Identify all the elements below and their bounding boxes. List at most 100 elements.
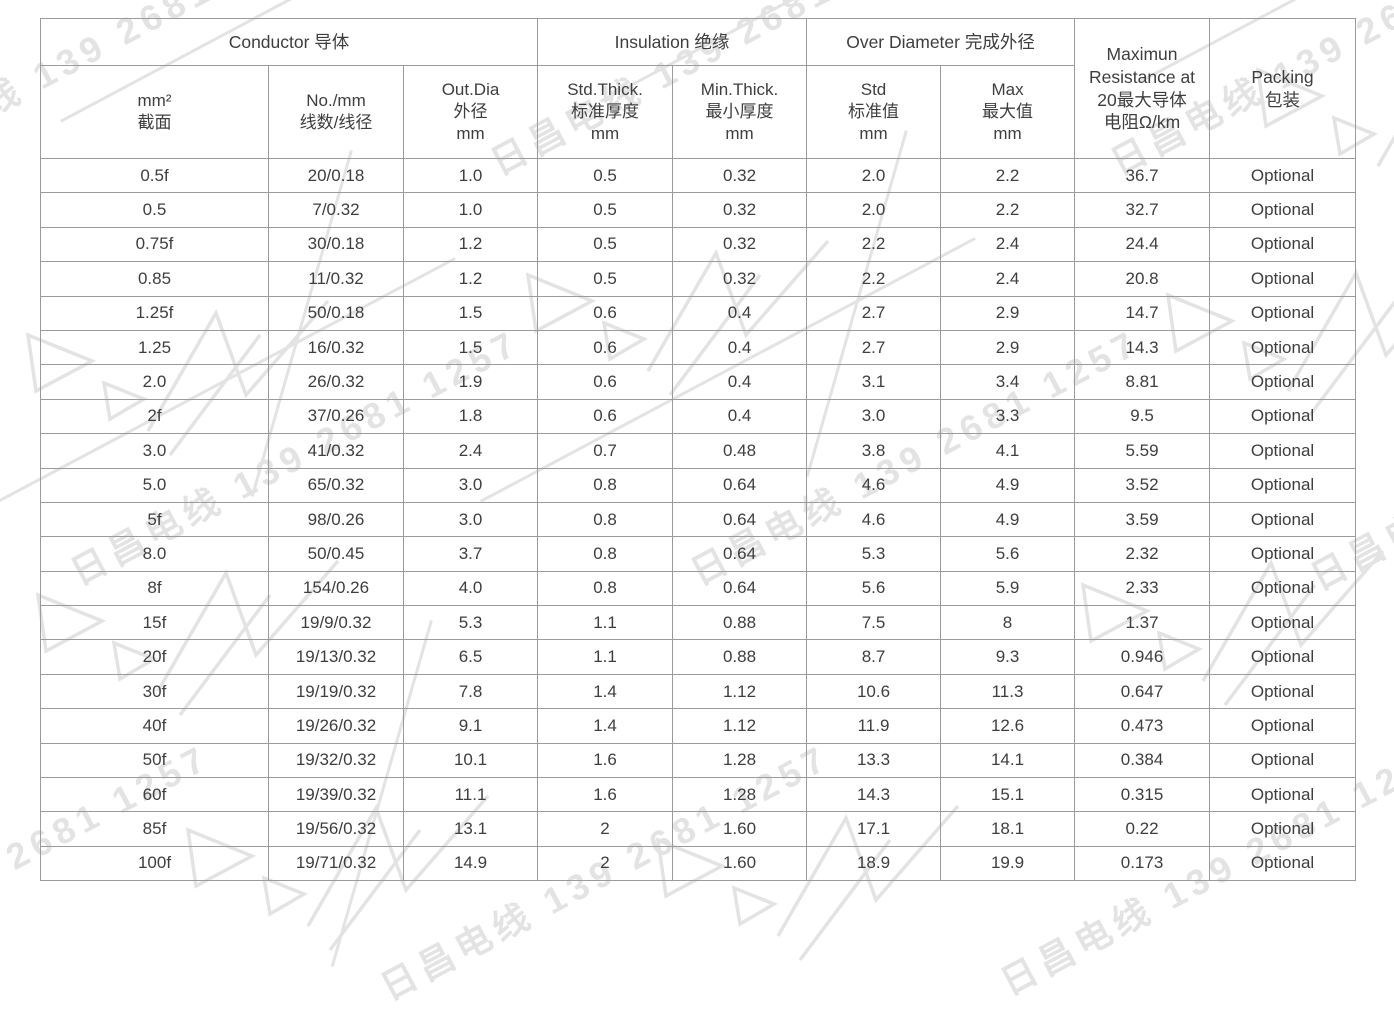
table-cell: 14.7 [1074, 295, 1211, 331]
table-cell: 0.473 [1074, 708, 1211, 744]
table-cell: 2 [537, 811, 674, 847]
table-row: 85f 19/56/0.32 13.1 2 1.60 17.1 18.1 0.22 Option… [40, 811, 1357, 847]
table-cell: 0.22 [1074, 811, 1211, 847]
table-cell: 37/0.26 [268, 398, 404, 435]
table-cell: 2 [537, 845, 674, 882]
table-cell: 5.0 [40, 467, 269, 503]
table-cell: 50/0.18 [268, 295, 404, 331]
table-row: 50f 19/32/0.32 10.1 1.6 1.28 13.3 14.1 0.384 Opt… [40, 742, 1357, 779]
table-cell: Optional [1209, 639, 1357, 675]
table-cell: Optional [1209, 157, 1357, 194]
table-cell: 0.48 [672, 433, 808, 469]
table-cell: 19/56/0.32 [268, 811, 404, 847]
table-cell: Optional [1209, 226, 1357, 263]
table-cell: 19/32/0.32 [268, 742, 404, 779]
table-cell: 2.4 [940, 226, 1076, 263]
table-cell: 9.3 [940, 639, 1076, 675]
table-cell: 0.75f [40, 226, 269, 263]
table-cell: 10.1 [402, 742, 539, 779]
table-cell: 1.6 [537, 777, 674, 813]
table-cell: 11.9 [806, 708, 942, 744]
table-cell: 0.7 [537, 433, 674, 469]
table-cell: 3.52 [1074, 467, 1211, 503]
table-cell: 19/19/0.32 [268, 673, 404, 710]
table-cell: 19.9 [940, 845, 1076, 882]
table-cell: 1.5 [402, 295, 539, 331]
table-cell: 11/0.32 [268, 261, 404, 297]
table-cell: 8f [40, 570, 269, 607]
table-cell: Optional [1209, 811, 1357, 847]
table-row: 3.0 41/0.32 2.4 0.7 0.48 3.8 4.1 5.59 Optional [40, 433, 1357, 469]
table-header: Conductor 导体 Insulation 绝缘 Over Diameter… [39, 18, 1357, 159]
table-cell: 0.32 [672, 157, 808, 194]
table-cell: 15f [40, 605, 269, 641]
table-cell: 0.32 [672, 226, 808, 263]
table-cell: 1.60 [672, 845, 808, 882]
group-header-row: Conductor 导体 Insulation 绝缘 Over Diameter… [39, 18, 1357, 159]
table-cell: Optional [1209, 777, 1357, 813]
table-cell: 3.59 [1074, 501, 1211, 538]
table-cell: 1.60 [672, 811, 808, 847]
table-cell: 41/0.32 [268, 433, 404, 469]
table-cell: 0.64 [672, 501, 808, 538]
header-od-std: Std 标准值 mm [806, 65, 942, 159]
table-cell: 0.5f [40, 157, 269, 194]
table-cell: 2.32 [1074, 536, 1211, 572]
table-cell: 1.0 [402, 192, 539, 228]
table-cell: 13.1 [402, 811, 539, 847]
table-cell: 0.6 [537, 364, 674, 400]
table-cell: 19/71/0.32 [268, 845, 404, 882]
table-cell: 1.4 [537, 708, 674, 744]
table-cell: 8.0 [40, 536, 269, 572]
table-cell: 60f [40, 777, 269, 813]
table-cell: 0.8 [537, 467, 674, 503]
table-cell: 1.4 [537, 673, 674, 710]
table-cell: Optional [1209, 261, 1357, 297]
table-cell: 2.0 [806, 157, 942, 194]
table-cell: 2.0 [40, 364, 269, 400]
table-cell: 9.1 [402, 708, 539, 744]
table-cell: 0.64 [672, 536, 808, 572]
table-cell: 0.64 [672, 467, 808, 503]
table-cell: 5.6 [940, 536, 1076, 572]
table-cell: 2f [40, 398, 269, 435]
table-cell: Optional [1209, 570, 1357, 607]
table-cell: 0.6 [537, 295, 674, 331]
table-cell: 5f [40, 501, 269, 538]
table-cell: Optional [1209, 364, 1357, 400]
table-cell: 4.1 [940, 433, 1076, 469]
table-cell: 7/0.32 [268, 192, 404, 228]
table-row: 40f 19/26/0.32 9.1 1.4 1.12 11.9 12.6 0.473 Opti… [40, 708, 1357, 744]
table-cell: 14.9 [402, 845, 539, 882]
table-cell: 2.4 [940, 261, 1076, 297]
table-cell: Optional [1209, 845, 1357, 882]
header-min-thick: Min.Thick. 最小厚度 mm [672, 65, 808, 159]
table-cell: 3.0 [40, 433, 269, 469]
table-cell: 1.25 [40, 329, 269, 366]
table-cell: 16/0.32 [268, 329, 404, 366]
table-cell: 2.2 [806, 261, 942, 297]
header-out-dia: Out.Dia 外径 mm [402, 65, 539, 159]
table-cell: Optional [1209, 398, 1357, 435]
table-cell: 32.7 [1074, 192, 1211, 228]
table-cell: 1.28 [672, 777, 808, 813]
table-cell: 11.1 [402, 777, 539, 813]
table-row: 0.85 11/0.32 1.2 0.5 0.32 2.2 2.4 20.8 Optional [40, 261, 1357, 297]
table-cell: 50/0.45 [268, 536, 404, 572]
table-cell: 11.3 [940, 673, 1076, 710]
table-cell: 2.4 [402, 433, 539, 469]
table-cell: 3.8 [806, 433, 942, 469]
table-cell: 1.2 [402, 261, 539, 297]
table-cell: 20/0.18 [268, 157, 404, 194]
table-cell: 98/0.26 [268, 501, 404, 538]
table-cell: 2.7 [806, 329, 942, 366]
table-cell: 0.8 [537, 501, 674, 538]
table-cell: 2.2 [940, 157, 1076, 194]
table-row: 100f 19/71/0.32 14.9 2 1.60 18.9 19.9 0.173 Opti… [40, 845, 1357, 882]
table-cell: 0.8 [537, 570, 674, 607]
table-cell: 36.7 [1074, 157, 1211, 194]
table-cell: 2.7 [806, 295, 942, 331]
table-cell: 0.4 [672, 329, 808, 366]
table-row: 1.25f 50/0.18 1.5 0.6 0.4 2.7 2.9 14.7 Optional [40, 295, 1357, 331]
header-no-per-mm: No./mm 线数/线径 [268, 65, 404, 159]
